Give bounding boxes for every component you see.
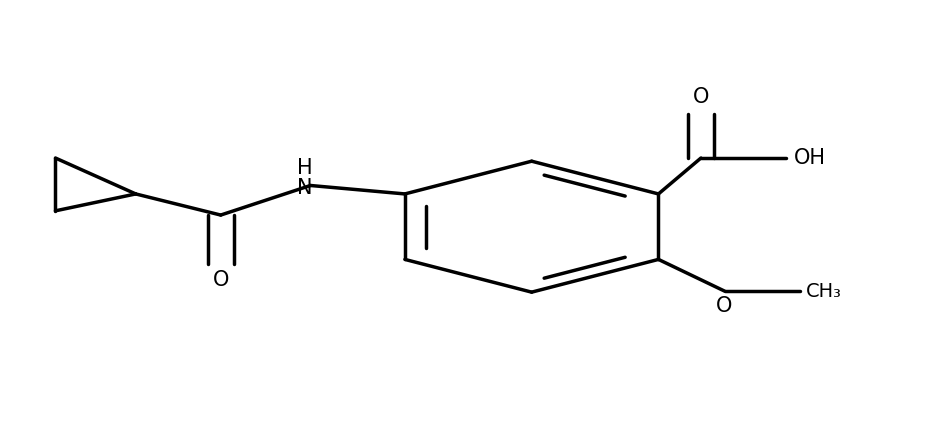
Text: CH₃: CH₃ [806,282,842,300]
Text: O: O [716,296,732,316]
Text: H: H [297,158,313,178]
Text: O: O [213,270,229,290]
Text: N: N [297,178,313,198]
Text: O: O [693,87,709,107]
Text: OH: OH [793,148,826,168]
